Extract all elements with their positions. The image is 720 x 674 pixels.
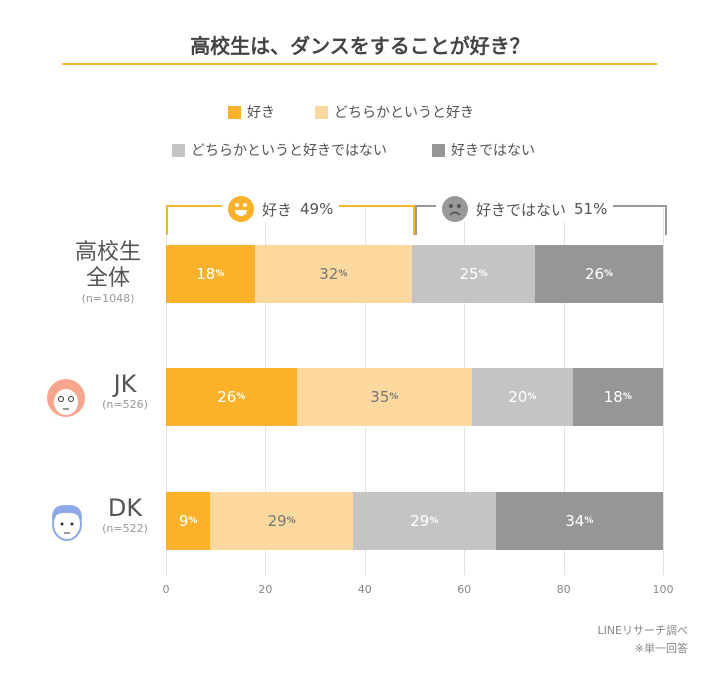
- dislike-group-name: 好きではない: [476, 200, 567, 219]
- source-note: LINEリサーチ調べ: [597, 624, 688, 637]
- percent-unit: %: [188, 516, 198, 526]
- bar-segment: 29%: [352, 492, 496, 550]
- dislike-group-label: 好きではない 51%: [436, 196, 614, 222]
- like-group-name: 好き: [262, 200, 293, 219]
- bar-segment: 26%: [166, 368, 297, 426]
- percent-unit: %: [478, 269, 488, 279]
- x-tick-label: 100: [652, 583, 674, 596]
- percent-unit: %: [338, 269, 348, 279]
- x-tick-label: 0: [162, 583, 170, 596]
- bar-segment: 29%: [210, 492, 353, 550]
- bar-segment: 18%: [572, 368, 663, 426]
- category-label: 高校生 全体: [74, 240, 141, 291]
- bar-segment: 26%: [535, 245, 663, 303]
- row-label-jk: JK (n=526): [95, 370, 155, 411]
- category-label: JK: [113, 370, 137, 398]
- percent-unit: %: [429, 516, 439, 526]
- bar-segment: 34%: [495, 492, 663, 550]
- legend-label: どちらかというと好きではない: [191, 143, 387, 159]
- boy-avatar-icon: [51, 504, 83, 541]
- bar-segment: 35%: [296, 368, 473, 426]
- legend-swatch: [315, 105, 328, 119]
- like-group-value: 49%: [300, 200, 334, 218]
- data-label: 20: [508, 388, 528, 406]
- row-label-all: 高校生 全体 (n=1048): [60, 240, 156, 305]
- title-underline: [62, 63, 657, 65]
- data-label: 18: [603, 388, 623, 406]
- x-tick-label: 40: [357, 583, 372, 596]
- data-label: 29: [410, 512, 430, 530]
- sample-size: (n=526): [102, 398, 148, 411]
- data-label: 26: [217, 388, 237, 406]
- x-tick-label: 80: [556, 583, 571, 596]
- sample-size: (n=1048): [81, 292, 135, 305]
- bar-segment: 25%: [412, 245, 536, 303]
- data-label: 32: [319, 265, 339, 283]
- percent-unit: %: [215, 269, 225, 279]
- gridline: [663, 205, 664, 575]
- like-group-label: 好き 49%: [222, 196, 340, 222]
- data-label: 35: [370, 388, 390, 406]
- sad-face-icon: [442, 196, 468, 222]
- legend-item: 好き: [228, 102, 275, 122]
- bar-segment: 18%: [166, 245, 255, 303]
- legend-label: 好きではない: [451, 143, 535, 159]
- legend-label: どちらかというと好き: [334, 105, 474, 121]
- data-label: 18: [196, 265, 216, 283]
- sample-size: (n=522): [102, 522, 148, 535]
- smile-face-icon: [228, 196, 254, 222]
- legend-item: どちらかというと好きではない: [172, 140, 387, 160]
- percent-unit: %: [286, 516, 296, 526]
- bar-segment: 20%: [472, 368, 573, 426]
- data-label: 26: [584, 265, 605, 283]
- percent-unit: %: [527, 392, 537, 402]
- percent-unit: %: [389, 392, 399, 402]
- chart-title: 高校生は、ダンスをすることが好き？: [190, 34, 530, 58]
- data-label: 9: [178, 512, 189, 530]
- girl-avatar-icon: [47, 379, 85, 417]
- x-tick-label: 20: [258, 583, 273, 596]
- dislike-group-value: 51%: [574, 200, 608, 218]
- percent-unit: %: [584, 516, 594, 526]
- legend-label: 好き: [247, 105, 275, 121]
- data-label: 29: [267, 512, 287, 530]
- answer-note: ※単一回答: [634, 642, 688, 655]
- data-label: 25: [459, 265, 479, 283]
- bar-segment: 32%: [254, 245, 413, 303]
- legend-swatch: [228, 105, 241, 119]
- category-label: DK: [107, 494, 143, 522]
- data-label: 34: [565, 512, 585, 530]
- bar-segment: 9%: [166, 492, 211, 550]
- percent-unit: %: [604, 269, 614, 279]
- legend-item: 好きではない: [432, 140, 535, 160]
- legend-swatch: [172, 143, 185, 157]
- percent-unit: %: [622, 392, 632, 402]
- x-tick-label: 60: [457, 583, 472, 596]
- percent-unit: %: [236, 392, 246, 402]
- row-label-dk: DK (n=522): [95, 494, 155, 535]
- legend-item: どちらかというと好き: [315, 102, 474, 122]
- legend-swatch: [432, 143, 445, 157]
